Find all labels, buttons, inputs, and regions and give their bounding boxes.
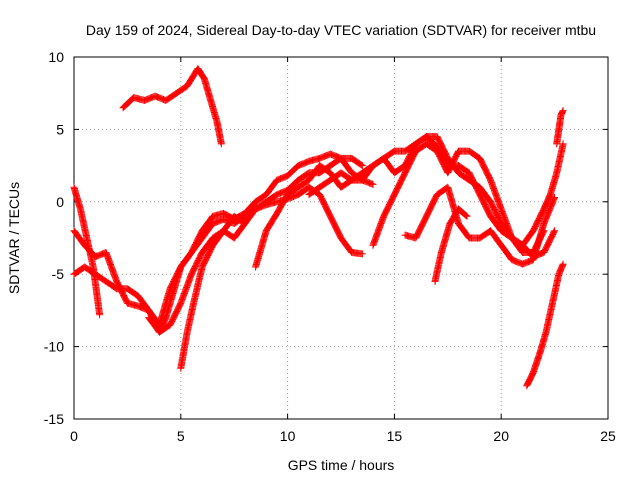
data-point-markers — [145, 183, 366, 336]
y-tick-label: -5 — [52, 266, 65, 282]
x-tick-label: 0 — [70, 428, 78, 444]
series-trace-9 — [369, 140, 567, 249]
series-trace-12 — [553, 107, 567, 148]
y-tick-labels: -15 -10 -5 0 5 10 — [44, 49, 64, 427]
y-tick-label: -15 — [44, 411, 64, 427]
series-trace-4 — [145, 183, 366, 336]
y-axis-label: SDTVAR / TECUs — [6, 182, 22, 294]
x-tick-labels: 0 5 10 15 20 25 — [70, 428, 616, 444]
x-tick-label: 15 — [387, 428, 403, 444]
data-point-markers — [369, 140, 567, 249]
data-point-markers — [177, 212, 249, 372]
data-point-markers — [523, 260, 567, 390]
data-point-markers — [431, 205, 471, 285]
y-tick-label: 10 — [48, 49, 64, 65]
x-axis-label: GPS time / hours — [288, 457, 395, 473]
data-point-markers — [401, 183, 559, 268]
series-trace-5 — [177, 212, 249, 372]
chart-title: Day 159 of 2024, Sidereal Day-to-day VTE… — [86, 22, 596, 38]
series-trace-10 — [401, 183, 559, 268]
data-series — [70, 65, 567, 390]
series-trace-13 — [523, 260, 567, 390]
data-point-markers — [553, 107, 567, 148]
x-tick-label: 20 — [493, 428, 509, 444]
x-tick-label: 10 — [280, 428, 296, 444]
y-tick-label: -10 — [44, 339, 64, 355]
series-trace-6 — [119, 65, 225, 148]
x-tick-label: 25 — [600, 428, 616, 444]
series-trace-11 — [431, 205, 471, 285]
y-tick-label: 0 — [56, 194, 64, 210]
x-tick-label: 5 — [177, 428, 185, 444]
data-point-markers — [119, 65, 225, 148]
plot-frame — [73, 56, 609, 420]
y-tick-label: 5 — [56, 121, 64, 137]
grid-lines — [74, 57, 608, 419]
